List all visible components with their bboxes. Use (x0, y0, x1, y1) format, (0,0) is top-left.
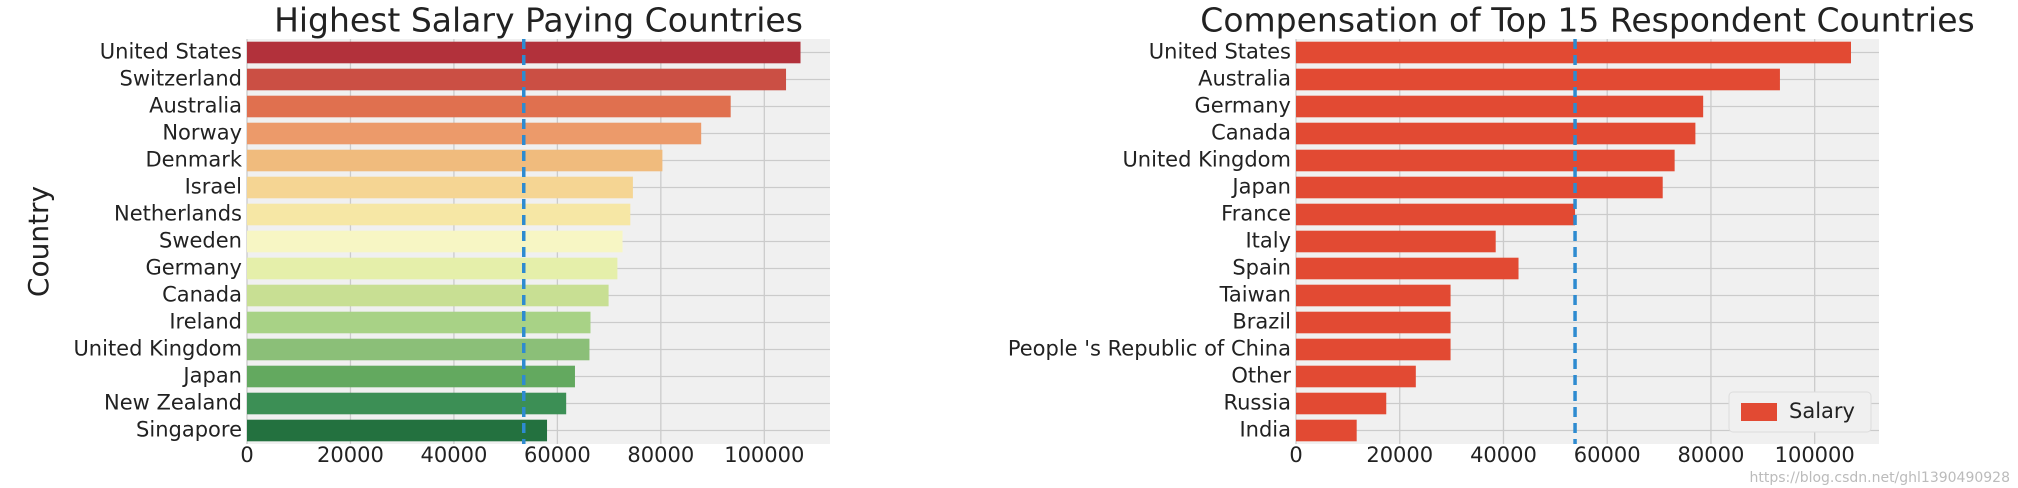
bar (1296, 311, 1451, 334)
bar (247, 392, 567, 415)
watermark: https://blog.csdn.net/ghl1390490928 (1750, 470, 2010, 486)
chart-title: Compensation of Top 15 Respondent Countr… (1200, 1, 1974, 40)
x-tick-label: 40000 (1470, 443, 1537, 467)
y-tick-label: Taiwan (1219, 283, 1291, 307)
x-tick-label: 80000 (1678, 443, 1745, 467)
bar (247, 68, 787, 91)
bar (1296, 41, 1851, 64)
x-tick-label: 80000 (627, 443, 694, 467)
legend-swatch (1741, 403, 1777, 421)
x-tick-label: 40000 (421, 443, 488, 467)
bar (1296, 149, 1675, 172)
bar (247, 284, 609, 307)
y-tick-label: Australia (149, 94, 242, 118)
y-tick-label: United States (100, 40, 242, 64)
y-tick-label: Denmark (145, 148, 242, 172)
y-tick-label: United States (1149, 40, 1291, 64)
bar (247, 176, 633, 199)
y-tick-label: Singapore (136, 418, 242, 442)
x-tick-label: 20000 (317, 443, 384, 467)
y-tick-label: Netherlands (114, 202, 242, 226)
legend-box (1728, 391, 1872, 433)
bar (1296, 419, 1357, 442)
legend-label: Salary (1789, 399, 1855, 423)
bar (247, 230, 623, 253)
y-tick-label: France (1221, 202, 1291, 226)
bar (247, 203, 631, 226)
bar (247, 149, 663, 172)
x-tick-label: 100000 (1775, 443, 1855, 467)
bar (1296, 338, 1451, 361)
y-tick-label: Canada (162, 283, 242, 307)
y-tick-label: Germany (145, 256, 242, 280)
y-tick-label: United Kingdom (73, 337, 242, 361)
y-tick-label: Norway (162, 121, 242, 145)
bar (1296, 365, 1416, 388)
x-tick-label: 60000 (1574, 443, 1641, 467)
bar (247, 311, 591, 334)
bar (247, 95, 731, 118)
bar (1296, 95, 1704, 118)
x-tick-label: 60000 (524, 443, 591, 467)
y-tick-label: Canada (1211, 121, 1291, 145)
bar (247, 41, 801, 64)
y-tick-label: Brazil (1232, 310, 1291, 334)
x-tick-label: 20000 (1366, 443, 1433, 467)
bar (247, 257, 618, 280)
y-tick-label: United Kingdom (1122, 148, 1291, 172)
bar (1296, 68, 1780, 91)
y-tick-label: Australia (1198, 67, 1291, 91)
bar (247, 365, 575, 388)
y-tick-label: Japan (1230, 175, 1291, 199)
bar (1296, 122, 1696, 145)
y-tick-label: Japan (181, 364, 242, 388)
bar (1296, 284, 1451, 307)
x-tick-label: 0 (1289, 443, 1302, 467)
y-tick-label: Other (1231, 364, 1291, 388)
bar (247, 419, 548, 442)
x-tick-label: 0 (240, 443, 253, 467)
y-tick-label: Israel (185, 175, 242, 199)
y-axis-label: Country (22, 186, 55, 297)
bar (247, 338, 590, 361)
y-tick-label: Spain (1232, 256, 1291, 280)
bar (1296, 203, 1576, 226)
y-tick-label: Switzerland (120, 67, 243, 91)
y-tick-label: Russia (1223, 391, 1291, 415)
chart-title: Highest Salary Paying Countries (274, 1, 803, 40)
y-tick-label: New Zealand (104, 391, 242, 415)
x-tick-label: 100000 (724, 443, 804, 467)
bar (1296, 176, 1663, 199)
bar (1296, 230, 1496, 253)
y-tick-label: India (1239, 418, 1291, 442)
y-tick-label: People 's Republic of China (1008, 337, 1291, 361)
bar (1296, 392, 1387, 415)
y-tick-label: Germany (1194, 94, 1291, 118)
bar (1296, 257, 1519, 280)
y-tick-label: Ireland (169, 310, 242, 334)
bar (247, 122, 702, 145)
y-tick-label: Sweden (159, 229, 242, 253)
y-tick-label: Italy (1245, 229, 1291, 253)
